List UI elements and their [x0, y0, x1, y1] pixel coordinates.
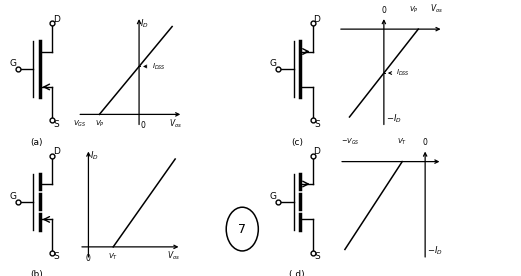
Text: $I_{DSS}$: $I_{DSS}$ [389, 68, 411, 78]
Text: D: D [314, 147, 320, 156]
Text: $-I_D$: $-I_D$ [427, 245, 443, 257]
Text: S: S [314, 120, 320, 129]
Text: (c): (c) [291, 137, 303, 147]
Text: $V_{os}$: $V_{os}$ [167, 250, 180, 262]
Text: $0$: $0$ [140, 119, 146, 130]
Text: S: S [314, 252, 320, 261]
Text: S: S [54, 252, 59, 261]
Text: $I_D$: $I_D$ [90, 150, 98, 163]
Text: $V_{os}$: $V_{os}$ [430, 2, 443, 15]
Text: G: G [270, 192, 277, 201]
Text: D: D [314, 15, 320, 24]
Text: (a): (a) [30, 137, 43, 147]
Text: D: D [53, 147, 60, 156]
Text: $V_T$: $V_T$ [397, 137, 407, 147]
Text: S: S [54, 120, 59, 129]
Text: $-V_{GS}$: $-V_{GS}$ [341, 137, 360, 147]
Text: $0$: $0$ [381, 4, 387, 15]
Text: $0$: $0$ [422, 136, 428, 147]
Text: G: G [9, 192, 16, 201]
Text: $0$: $0$ [85, 251, 92, 262]
Text: $I_D$: $I_D$ [140, 17, 149, 30]
Text: (b): (b) [30, 270, 43, 276]
Text: D: D [53, 15, 60, 24]
Text: $V_P$: $V_P$ [409, 5, 418, 15]
Text: $V_P$: $V_P$ [94, 119, 104, 129]
Text: 7: 7 [238, 222, 246, 236]
Text: $V_{os}$: $V_{os}$ [169, 118, 182, 130]
Text: $-I_D$: $-I_D$ [386, 112, 402, 125]
Text: G: G [270, 59, 277, 68]
Text: ( d): ( d) [289, 270, 305, 276]
Text: $V_{GS}$: $V_{GS}$ [73, 119, 86, 129]
Text: G: G [9, 59, 16, 68]
Text: $I_{DSS}$: $I_{DSS}$ [144, 61, 166, 71]
Text: $V_T$: $V_T$ [108, 251, 118, 262]
